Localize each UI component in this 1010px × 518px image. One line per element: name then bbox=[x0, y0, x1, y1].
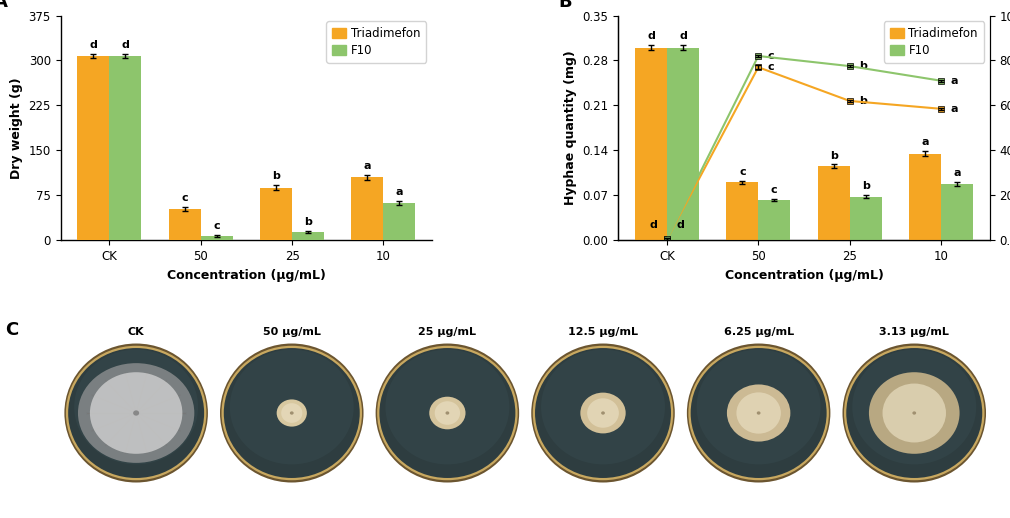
Ellipse shape bbox=[691, 348, 826, 478]
Ellipse shape bbox=[78, 363, 194, 463]
Ellipse shape bbox=[66, 346, 206, 480]
Bar bbox=[351, 177, 384, 240]
Ellipse shape bbox=[133, 410, 139, 415]
Text: b: b bbox=[829, 151, 837, 161]
Text: C: C bbox=[5, 321, 18, 339]
Bar bbox=[384, 203, 415, 240]
Bar bbox=[726, 182, 759, 240]
X-axis label: Concentration (μg/mL): Concentration (μg/mL) bbox=[724, 268, 884, 282]
Title: 3.13 μg/mL: 3.13 μg/mL bbox=[880, 327, 949, 337]
Ellipse shape bbox=[230, 350, 354, 464]
Text: b: b bbox=[304, 217, 312, 226]
Text: c: c bbox=[213, 221, 220, 231]
Ellipse shape bbox=[601, 411, 605, 415]
Title: CK: CK bbox=[128, 327, 144, 337]
Ellipse shape bbox=[224, 348, 360, 478]
Ellipse shape bbox=[727, 384, 791, 441]
Ellipse shape bbox=[221, 346, 362, 480]
Ellipse shape bbox=[581, 393, 625, 434]
Bar bbox=[941, 184, 973, 240]
Ellipse shape bbox=[844, 346, 985, 480]
Ellipse shape bbox=[846, 348, 983, 478]
Text: b: b bbox=[272, 171, 280, 181]
Ellipse shape bbox=[445, 411, 449, 415]
Ellipse shape bbox=[689, 346, 829, 480]
Text: a: a bbox=[950, 76, 957, 85]
Ellipse shape bbox=[736, 393, 781, 434]
Bar bbox=[78, 56, 109, 240]
Y-axis label: Dry weight (g): Dry weight (g) bbox=[10, 77, 23, 179]
Text: d: d bbox=[649, 220, 658, 230]
Text: a: a bbox=[953, 168, 961, 178]
Title: 50 μg/mL: 50 μg/mL bbox=[263, 327, 321, 337]
Bar bbox=[759, 200, 790, 240]
Bar bbox=[667, 48, 699, 240]
Text: a: a bbox=[921, 137, 929, 147]
Ellipse shape bbox=[90, 372, 183, 454]
Ellipse shape bbox=[883, 383, 946, 442]
Ellipse shape bbox=[842, 343, 986, 482]
Ellipse shape bbox=[377, 346, 518, 480]
Text: a: a bbox=[364, 161, 372, 171]
Ellipse shape bbox=[220, 343, 364, 482]
Ellipse shape bbox=[386, 350, 509, 464]
Ellipse shape bbox=[376, 343, 519, 482]
Text: A: A bbox=[0, 0, 7, 11]
Ellipse shape bbox=[65, 343, 208, 482]
Ellipse shape bbox=[531, 343, 675, 482]
Bar bbox=[169, 209, 201, 240]
Y-axis label: Hyphae quantity (mg): Hyphae quantity (mg) bbox=[564, 51, 577, 205]
Bar bbox=[909, 153, 941, 240]
Ellipse shape bbox=[281, 403, 302, 423]
Ellipse shape bbox=[697, 350, 820, 464]
Ellipse shape bbox=[380, 348, 515, 478]
Ellipse shape bbox=[290, 411, 294, 415]
Text: B: B bbox=[559, 0, 573, 11]
Title: 12.5 μg/mL: 12.5 μg/mL bbox=[568, 327, 638, 337]
Text: a: a bbox=[950, 104, 957, 114]
Bar bbox=[109, 56, 141, 240]
Legend: Triadimefon, F10: Triadimefon, F10 bbox=[884, 21, 984, 63]
Bar bbox=[635, 48, 667, 240]
X-axis label: Concentration (μg/mL): Concentration (μg/mL) bbox=[167, 268, 326, 282]
Ellipse shape bbox=[277, 399, 307, 427]
Legend: Triadimefon, F10: Triadimefon, F10 bbox=[326, 21, 426, 63]
Bar bbox=[818, 166, 849, 240]
Bar bbox=[849, 197, 882, 240]
Text: c: c bbox=[771, 185, 778, 195]
Ellipse shape bbox=[852, 350, 977, 464]
Text: b: b bbox=[862, 181, 870, 192]
Text: d: d bbox=[121, 40, 129, 50]
Ellipse shape bbox=[587, 398, 619, 428]
Ellipse shape bbox=[429, 397, 466, 429]
Text: d: d bbox=[647, 31, 654, 41]
Title: 25 μg/mL: 25 μg/mL bbox=[418, 327, 477, 337]
Ellipse shape bbox=[869, 372, 960, 454]
Title: 6.25 μg/mL: 6.25 μg/mL bbox=[723, 327, 794, 337]
Text: d: d bbox=[677, 220, 685, 230]
Text: d: d bbox=[679, 31, 687, 41]
Ellipse shape bbox=[912, 411, 916, 415]
Ellipse shape bbox=[687, 343, 830, 482]
Ellipse shape bbox=[68, 348, 204, 478]
Bar bbox=[261, 188, 292, 240]
Text: c: c bbox=[768, 51, 774, 61]
Bar bbox=[201, 236, 232, 240]
Text: c: c bbox=[182, 193, 188, 203]
Text: b: b bbox=[858, 61, 867, 71]
Text: c: c bbox=[739, 167, 745, 177]
Ellipse shape bbox=[532, 346, 674, 480]
Text: c: c bbox=[768, 62, 774, 72]
Ellipse shape bbox=[541, 350, 665, 464]
Text: d: d bbox=[90, 40, 97, 50]
Text: b: b bbox=[858, 96, 867, 106]
Ellipse shape bbox=[756, 411, 761, 415]
Bar bbox=[292, 232, 324, 240]
Ellipse shape bbox=[434, 401, 461, 425]
Ellipse shape bbox=[74, 350, 198, 464]
Ellipse shape bbox=[535, 348, 671, 478]
Text: a: a bbox=[396, 187, 403, 197]
